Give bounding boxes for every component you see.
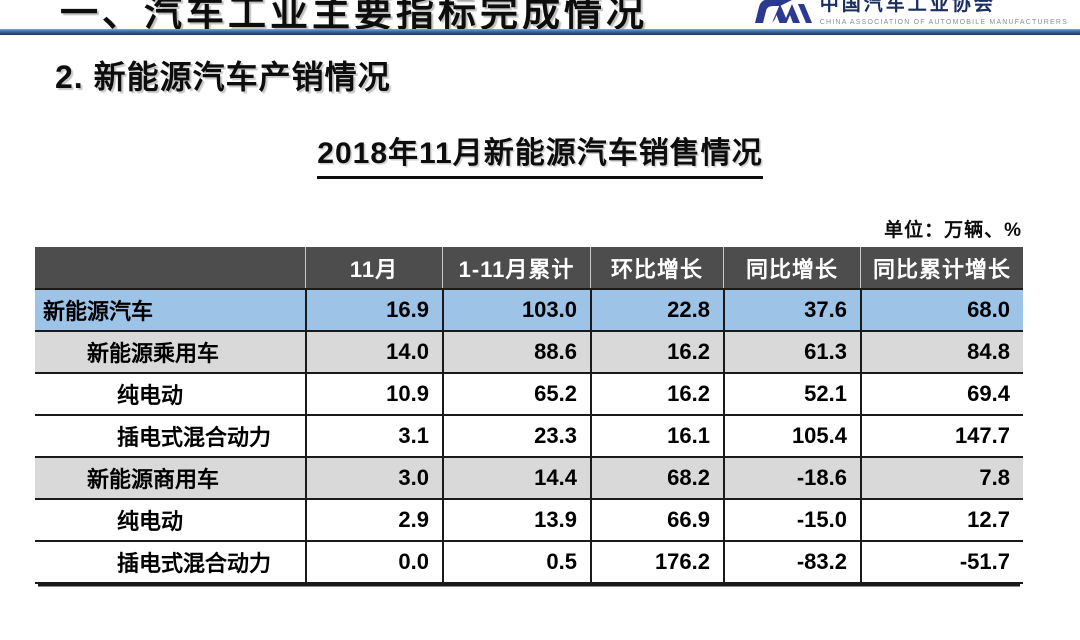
- table-row: 插电式混合动力 0.0 0.5 176.2 -83.2 -51.7: [35, 540, 1023, 582]
- data-cell: -83.2: [723, 542, 860, 582]
- data-cell: 37.6: [723, 290, 860, 330]
- table-row: 纯电动 2.9 13.9 66.9 -15.0 12.7: [35, 498, 1023, 540]
- corner-cell: [35, 247, 305, 288]
- data-cell: 0.5: [442, 542, 590, 582]
- data-cell: 61.3: [723, 332, 860, 372]
- column-header: 环比增长: [590, 247, 723, 288]
- table-row: 新能源商用车 3.0 14.4 68.2 -18.6 7.8: [35, 456, 1023, 498]
- data-cell: 176.2: [590, 542, 723, 582]
- data-cell: 68.0: [860, 290, 1023, 330]
- data-cell: 10.9: [305, 374, 442, 414]
- data-cell: 7.8: [860, 458, 1023, 498]
- data-cell: -51.7: [860, 542, 1023, 582]
- data-cell: 52.1: [723, 374, 860, 414]
- table-row: 新能源汽车 16.9 103.0 22.8 37.6 68.0: [35, 288, 1023, 330]
- data-cell: 3.0: [305, 458, 442, 498]
- row-label: 新能源乘用车: [87, 341, 220, 366]
- data-cell: 88.6: [442, 332, 590, 372]
- table-row: 插电式混合动力 3.1 23.3 16.1 105.4 147.7: [35, 414, 1023, 456]
- row-label: 插电式混合动力: [117, 551, 272, 576]
- row-label: 插电式混合动力: [117, 425, 272, 450]
- cam-logo-icon: [754, 0, 812, 23]
- nev-sales-table: 11月 1-11月累计 环比增长 同比增长 同比累计增长 新能源汽车 16.9 103.0 2…: [35, 247, 1023, 584]
- data-cell: 16.9: [305, 290, 442, 330]
- data-cell: 103.0: [442, 290, 590, 330]
- data-cell: 68.2: [590, 458, 723, 498]
- data-cell: 84.8: [860, 332, 1023, 372]
- section-title: 2. 新能源汽车产销情况: [55, 59, 391, 95]
- data-cell: 16.2: [590, 332, 723, 372]
- table-row: 新能源乘用车 14.0 88.6 16.2 61.3 84.8: [35, 330, 1023, 372]
- unit-label: 单位：万辆、%: [884, 220, 1022, 241]
- table-header-row: 11月 1-11月累计 环比增长 同比增长 同比累计增长: [35, 247, 1023, 288]
- data-cell: 16.2: [590, 374, 723, 414]
- data-cell: 3.1: [305, 416, 442, 456]
- cam-logo-name-cn: 中国汽车工业协会: [819, 0, 996, 15]
- data-cell: -18.6: [723, 458, 860, 498]
- column-header: 11月: [305, 247, 442, 288]
- data-cell: 105.4: [723, 416, 860, 456]
- table-body: 新能源汽车 16.9 103.0 22.8 37.6 68.0 新能源乘用车 14.0 88.6…: [35, 288, 1023, 582]
- header-divider-rule: [0, 29, 1080, 35]
- row-label: 纯电动: [117, 383, 184, 408]
- data-cell: 14.0: [305, 332, 442, 372]
- cam-logo: 中国汽车工业协会 CHINA ASSOCIATION OF AUTOMOBILE…: [750, 0, 1068, 34]
- data-cell: 2.9: [305, 500, 442, 540]
- column-header: 同比增长: [723, 247, 860, 288]
- cam-logo-name-en: CHINA ASSOCIATION OF AUTOMOBILE MANUFACT…: [819, 19, 1068, 26]
- data-cell: 13.9: [442, 500, 590, 540]
- table-title-wrap: 2018年11月新能源汽车销售情况: [0, 128, 1080, 179]
- data-cell: 22.8: [590, 290, 723, 330]
- data-cell: 12.7: [860, 500, 1023, 540]
- cam-logo-text: 中国汽车工业协会 CHINA ASSOCIATION OF AUTOMOBILE…: [820, 0, 1068, 28]
- data-cell: 14.4: [442, 458, 590, 498]
- data-cell: 147.7: [860, 416, 1023, 456]
- data-cell: 23.3: [442, 416, 590, 456]
- column-header: 同比累计增长: [860, 247, 1023, 288]
- data-cell: -15.0: [723, 500, 860, 540]
- row-label: 纯电动: [117, 509, 184, 534]
- table-title: 2018年11月新能源汽车销售情况: [317, 128, 763, 179]
- data-cell: 65.2: [442, 374, 590, 414]
- row-label: 新能源商用车: [87, 467, 220, 492]
- table-row: 纯电动 10.9 65.2 16.2 52.1 69.4: [35, 372, 1023, 414]
- row-label: 新能源汽车: [43, 299, 154, 324]
- data-cell: 0.0: [305, 542, 442, 582]
- data-cell: 66.9: [590, 500, 723, 540]
- data-cell: 69.4: [860, 374, 1023, 414]
- data-cell: 16.1: [590, 416, 723, 456]
- column-header: 1-11月累计: [442, 247, 590, 288]
